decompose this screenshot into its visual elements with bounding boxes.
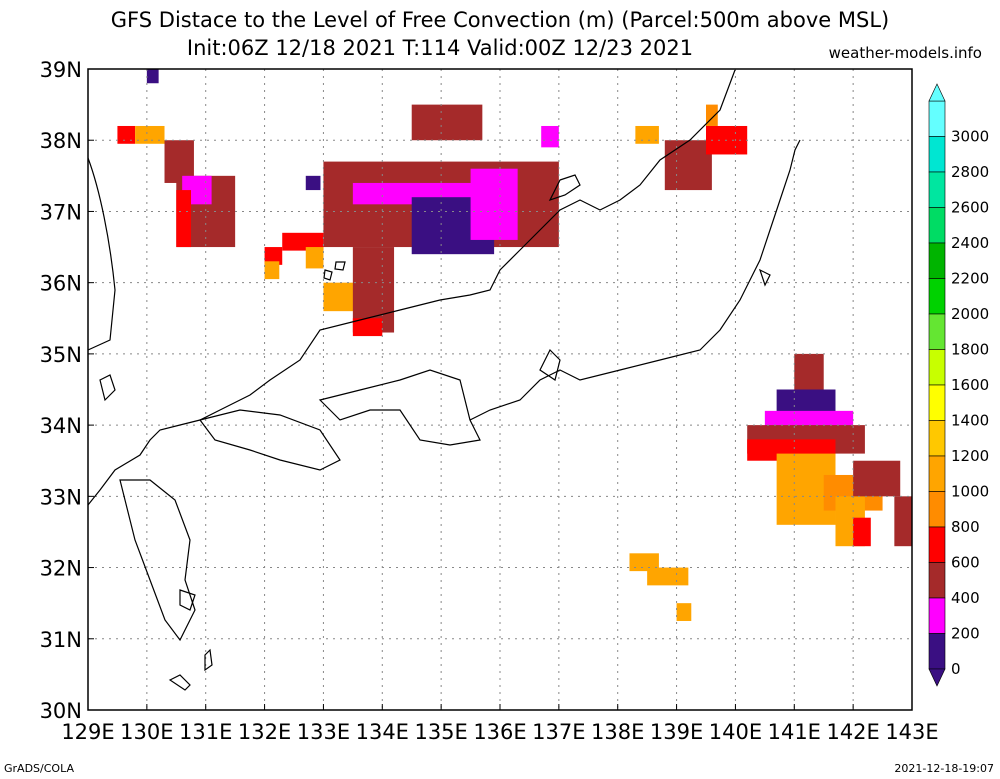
title-line-2: Init:06Z 12/18 2021 T:114 Valid:00Z 12/2…: [186, 36, 694, 60]
lon-label: 142E: [826, 720, 879, 744]
lon-label: 137E: [532, 720, 585, 744]
footer-timestamp: 2021-12-18-19:07: [894, 762, 994, 775]
colorbar-label: 2600: [951, 199, 989, 217]
field-patch: [541, 125, 559, 148]
field-patch: [352, 318, 383, 337]
field-patch: [305, 247, 324, 269]
colorbar-swatch: [928, 597, 946, 634]
field-patch: [664, 140, 712, 191]
colorbar-swatch: [928, 207, 946, 244]
colorbar-swatch: [928, 455, 946, 492]
colorbar-label: 2800: [951, 163, 989, 181]
colorbar-swatch: [928, 171, 946, 208]
colorbar-label: 1400: [951, 412, 989, 430]
field-patch: [470, 168, 518, 240]
field-patch: [629, 553, 659, 572]
colorbar: 0 200 400 600 800 1000 1200 1400 1600 1800 2000 220…: [928, 83, 989, 687]
colorbar-label: 0: [951, 660, 961, 678]
lon-label: 139E: [650, 720, 703, 744]
latitude-labels: 39N 38N 37N 36N 35N 34N 33N 32N 31N 30N: [40, 58, 94, 723]
field-patch: [794, 353, 824, 390]
colorbar-label: 1800: [951, 341, 989, 359]
lon-label: 136E: [473, 720, 526, 744]
field-patch: [135, 125, 165, 144]
colorbar-swatch: [928, 562, 946, 599]
colorbar-label: 2400: [951, 234, 989, 252]
field-patch: [264, 261, 280, 280]
coastlines: [87, 69, 801, 691]
colorbar-label: 1600: [951, 376, 989, 394]
colorbar-swatch: [928, 100, 946, 137]
colorbar-swatch: [928, 278, 946, 315]
lon-label: 143E: [885, 720, 938, 744]
lat-label: 34N: [40, 414, 82, 438]
field-patch: [117, 125, 136, 144]
field-patch: [635, 125, 659, 144]
lat-label: 36N: [40, 272, 82, 296]
field-patch: [647, 567, 689, 586]
colorbar-label: 1200: [951, 447, 989, 465]
longitude-labels: 129E 130E 131E 132E 133E 134E 135E 136E 137E 138E…: [61, 704, 939, 744]
colorbar-label: 3000: [951, 128, 989, 146]
field-patch: [853, 517, 871, 547]
colorbar-swatch: [928, 242, 946, 279]
field-patch: [282, 232, 324, 251]
field-patch: [853, 460, 901, 497]
lon-label: 138E: [591, 720, 644, 744]
colorbar-label: 600: [951, 554, 980, 572]
colorbar-swatch: [928, 349, 946, 386]
field-patch: [146, 69, 159, 84]
colorbar-label: 2000: [951, 305, 989, 323]
lon-label: 131E: [179, 720, 232, 744]
colorbar-swatch: [928, 136, 946, 173]
lon-label: 134E: [356, 720, 409, 744]
colorbar-swatch: [928, 633, 946, 670]
lat-label: 35N: [40, 343, 82, 367]
field-patches: [117, 69, 912, 621]
lat-label: 33N: [40, 485, 82, 509]
colorbar-swatch: [928, 384, 946, 421]
field-patch: [411, 104, 483, 141]
field-patch: [706, 104, 718, 126]
colorbar-max-arrow: [928, 83, 946, 102]
lon-label: 141E: [768, 720, 821, 744]
colorbar-swatch: [928, 420, 946, 457]
colorbar-label: 400: [951, 589, 980, 607]
field-patch: [776, 389, 836, 415]
lon-label: 140E: [709, 720, 762, 744]
colorbar-swatch: [928, 491, 946, 528]
field-patch: [176, 190, 191, 248]
lat-label: 38N: [40, 129, 82, 153]
colorbar-label: 2200: [951, 270, 989, 288]
site-credit: weather-models.info: [828, 44, 982, 62]
colorbar-swatch: [928, 313, 946, 350]
field-patch: [894, 496, 912, 547]
field-patch: [676, 603, 692, 621]
lat-label: 30N: [40, 699, 82, 723]
lon-label: 135E: [414, 720, 467, 744]
lon-label: 129E: [61, 720, 114, 744]
lon-label: 130E: [120, 720, 173, 744]
lat-label: 31N: [40, 628, 82, 652]
field-patch: [305, 175, 321, 191]
lon-label: 133E: [297, 720, 350, 744]
colorbar-swatch: [928, 526, 946, 563]
title-line-1: GFS Distace to the Level of Free Convect…: [110, 8, 890, 32]
colorbar-min-arrow: [928, 668, 946, 687]
footer-credit: GrADS/COLA: [4, 762, 74, 775]
grid-lines: [88, 69, 912, 710]
lat-label: 39N: [40, 58, 82, 82]
colorbar-label: 1000: [951, 483, 989, 501]
colorbar-label: 200: [951, 625, 980, 643]
lon-label: 132E: [238, 720, 291, 744]
colorbar-label: 800: [951, 518, 980, 536]
field-patch: [264, 247, 283, 265]
lat-label: 32N: [40, 557, 82, 581]
lat-label: 37N: [40, 200, 82, 224]
